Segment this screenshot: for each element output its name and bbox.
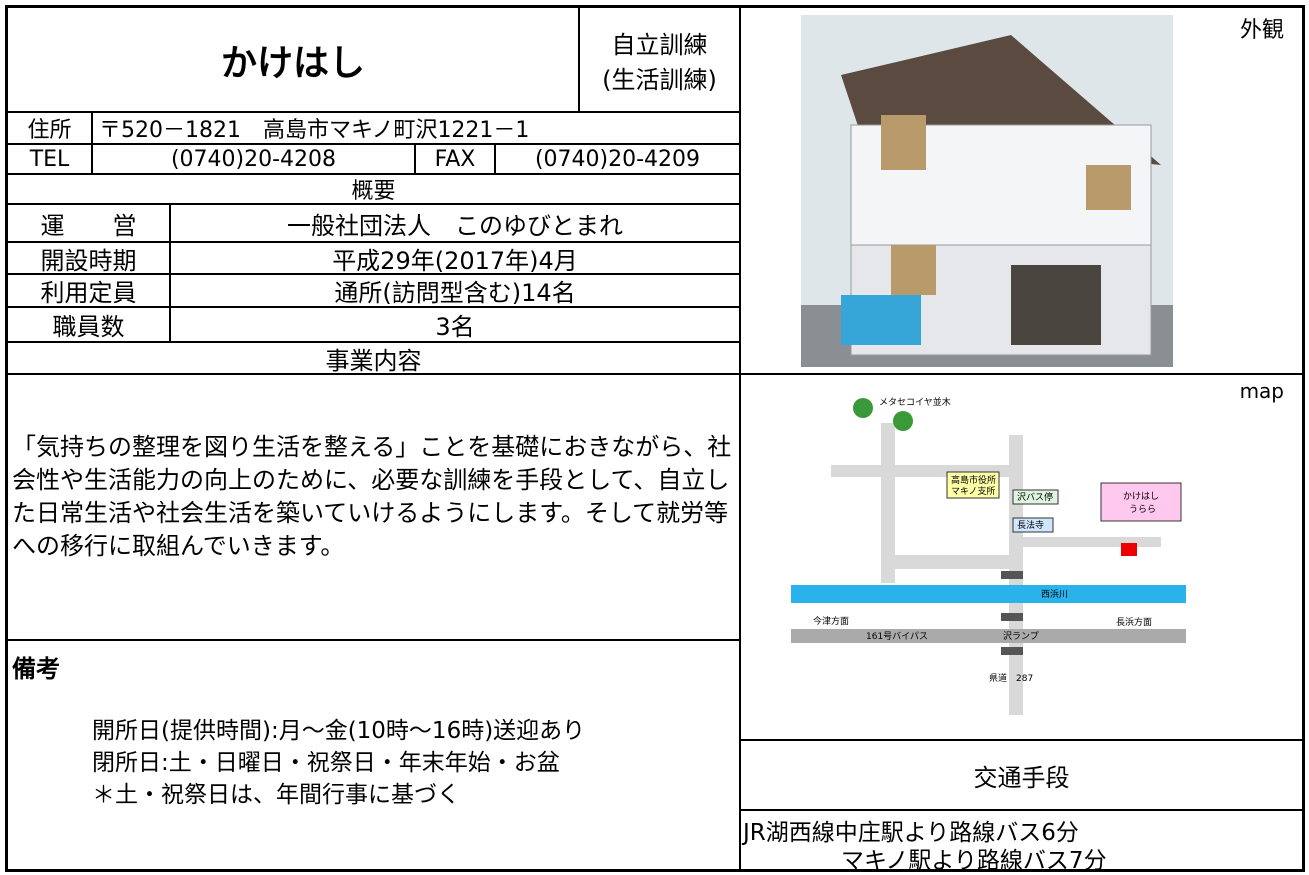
- row-label: 開設時期: [8, 243, 171, 275]
- note-line: 閉所日:土・日曜日・祝祭日・年末年始・お盆: [92, 750, 560, 776]
- note-line: 開所日(提供時間):月～金(10時～16時)送迎あり: [92, 718, 586, 744]
- road: [881, 423, 895, 583]
- notes-heading: 備考: [12, 655, 60, 683]
- map-cell: map メタセコイヤ並木 高島市役所 マキノ支所 沢バス停 長法寺 かけはし う…: [741, 375, 1302, 741]
- place-label: 長浜方面: [1116, 616, 1152, 628]
- overview-heading: 概要: [8, 175, 741, 205]
- address-label: 住所: [8, 113, 93, 145]
- photo-cell: 外観: [741, 8, 1302, 375]
- category-line: 自立訓練: [611, 30, 708, 59]
- site-marker: [1121, 543, 1137, 556]
- window: [1086, 165, 1131, 210]
- photo-label: 外観: [1239, 18, 1284, 43]
- address: 〒520－1821 高島市マキノ町沢1221－1: [93, 113, 741, 145]
- door: [1011, 265, 1101, 345]
- road: [1021, 537, 1161, 547]
- signal: [1001, 647, 1023, 655]
- place-label: かけはし: [1123, 491, 1159, 502]
- bypass: [791, 629, 1186, 643]
- tree: [893, 411, 913, 431]
- place-label: マキノ支所: [951, 485, 995, 497]
- note-line: ＊土・祝祭日は、年間行事に基づく: [92, 782, 460, 808]
- place-box: [1100, 482, 1182, 522]
- window: [881, 115, 926, 170]
- signal: [1001, 571, 1023, 579]
- transport: JR湖西線中庄駅より路線バス6分 マキノ駅より路線バス7分: [741, 811, 1302, 874]
- map: メタセコイヤ並木 高島市役所 マキノ支所 沢バス停 長法寺 かけはし うらら 西…: [791, 396, 1186, 715]
- place-box: [1012, 489, 1059, 505]
- place-box: [1012, 517, 1054, 533]
- transport-heading: 交通手段: [741, 741, 1302, 811]
- category: 自立訓練 (生活訓練): [580, 8, 741, 113]
- category-line: (生活訓練): [602, 65, 717, 94]
- window: [891, 245, 936, 295]
- tree: [853, 398, 873, 418]
- row-label: 運 営: [8, 205, 171, 243]
- transport-line: マキノ駅より路線バス7分: [841, 848, 1107, 874]
- tel-label: TEL: [8, 145, 93, 175]
- row-value: 3名: [171, 308, 741, 343]
- place-label: 沢バス停: [1017, 491, 1053, 503]
- row-value: 通所(訪問型含む)14名: [171, 275, 741, 308]
- sheet: かけはし 自立訓練 (生活訓練) 外観 住所 〒520－1821 高島市マキノ町沢…: [5, 5, 1305, 874]
- fax-label: FAX: [416, 145, 496, 175]
- road: [881, 555, 1021, 569]
- business-text: 「気持ちの整理を図り生活を整える」ことを基礎におきながら、社会性や生活能力の向上…: [8, 375, 741, 641]
- place-label: うらら: [1129, 504, 1156, 515]
- signal: [1001, 613, 1023, 621]
- river: [791, 585, 1186, 603]
- place-label: メタセコイヤ並木: [879, 396, 951, 408]
- row-label: 職員数: [8, 308, 171, 343]
- fax: (0740)20-4209: [496, 145, 741, 175]
- place-label: 沢ランプ: [1003, 630, 1039, 642]
- roads: [831, 423, 1161, 715]
- place-box: [946, 471, 1000, 499]
- map-label: map: [1239, 379, 1284, 403]
- notes: 備考 開所日(提供時間):月～金(10時～16時)送迎あり 閉所日:土・日曜日・…: [8, 641, 741, 869]
- row-value: 一般社団法人 このゆびとまれ: [171, 205, 741, 243]
- photo: [801, 15, 1173, 367]
- place-label: 161号バイパス: [866, 631, 928, 642]
- title: かけはし: [8, 8, 580, 113]
- boxes: [841, 295, 921, 345]
- place-label: 西浜川: [1041, 589, 1068, 600]
- row-label: 利用定員: [8, 275, 171, 308]
- place-label: 県道 287: [989, 672, 1033, 684]
- business-heading: 事業内容: [8, 343, 741, 375]
- place-label: 長法寺: [1017, 519, 1044, 531]
- place-label: 今津方面: [813, 615, 849, 627]
- tel: (0740)20-4208: [93, 145, 416, 175]
- place-label: 高島市役所: [951, 474, 996, 486]
- row-value: 平成29年(2017年)4月: [171, 243, 741, 275]
- transport-line: JR湖西線中庄駅より路線バス6分: [743, 820, 1079, 846]
